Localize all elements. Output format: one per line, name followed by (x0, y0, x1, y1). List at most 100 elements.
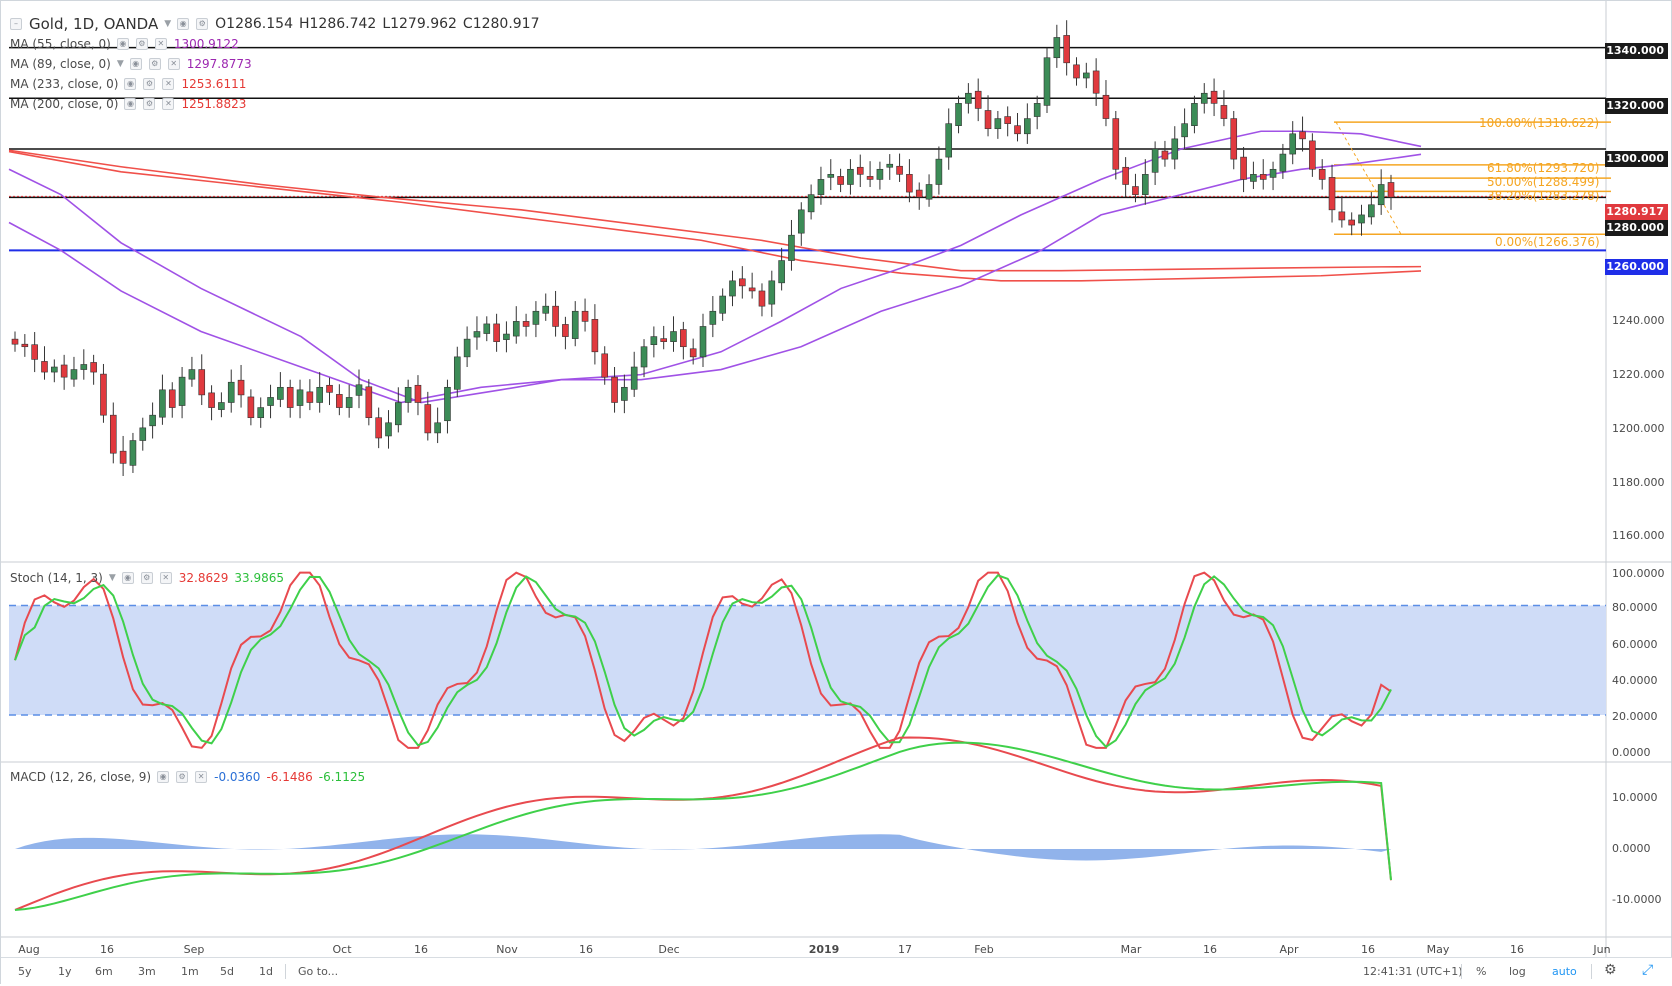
macd-hist-value: -0.0360 (214, 770, 261, 784)
chevron-down-icon[interactable]: ▼ (116, 59, 124, 69)
candle-body (1014, 125, 1021, 135)
level-1320-badge: 1320.000 (1605, 98, 1668, 114)
settings-icon[interactable]: ⚙ (143, 78, 156, 90)
goto-button[interactable]: Go to... (298, 965, 339, 978)
candle-body (847, 168, 854, 185)
timeframe-1y-button[interactable]: 1y (58, 965, 72, 978)
date-axis-label: 16 (1203, 943, 1217, 956)
auto-toggle[interactable]: auto (1552, 965, 1577, 978)
eye-icon[interactable]: ◉ (121, 572, 134, 584)
candle-body (650, 336, 658, 346)
settings-icon[interactable]: ⚙ (176, 771, 189, 783)
eye-icon[interactable]: ◉ (157, 771, 170, 783)
price-axis-label: 1240.000 (1612, 314, 1665, 327)
chevron-down-icon[interactable]: ▼ (108, 573, 116, 583)
candle-body (571, 310, 579, 339)
timeframe-5y-button[interactable]: 5y (18, 965, 32, 978)
timeframe-6m-button[interactable]: 6m (95, 965, 113, 978)
candle-body (621, 386, 628, 401)
symbol-label: Gold, 1D, OANDA (29, 15, 159, 33)
ohlc-close: C1280.917 (462, 16, 540, 32)
ma200-line (8, 150, 1422, 282)
ma55-legend[interactable]: MA (55, close, 0) ◉ ⚙ ✕ 1300.9122 (10, 37, 239, 51)
settings-icon[interactable]: ⚙ (148, 58, 161, 70)
close-icon[interactable]: ✕ (195, 771, 208, 783)
date-axis-label: Nov (496, 943, 518, 956)
ma55-value: 1300.9122 (173, 37, 239, 51)
percent-toggle[interactable]: % (1476, 965, 1487, 978)
date-axis-label: Dec (658, 943, 680, 956)
eye-icon[interactable]: ◉ (124, 78, 137, 90)
toolbar-divider (1591, 964, 1592, 979)
eye-icon[interactable]: ◉ (116, 38, 129, 50)
candle-body (247, 396, 255, 419)
candle-body (463, 338, 471, 358)
candle-body (1210, 90, 1218, 104)
candle-body (739, 278, 746, 287)
candle-body (1083, 72, 1090, 79)
candle-body (1230, 118, 1238, 160)
stoch-axis-label: 60.0000 (1612, 638, 1658, 651)
settings-icon[interactable]: ⚙ (140, 572, 153, 584)
eye-icon[interactable]: ◉ (129, 58, 142, 70)
close-icon[interactable]: ✕ (167, 58, 180, 70)
candle-body (778, 260, 785, 284)
chevron-down-icon[interactable]: ▼ (164, 19, 172, 29)
settings-icon[interactable]: ⚙ (196, 18, 209, 30)
close-icon[interactable]: ✕ (159, 572, 172, 584)
price-axis-label: 1160.000 (1612, 529, 1665, 542)
collapse-icon[interactable]: – (10, 18, 22, 30)
candle-body (955, 103, 962, 126)
close-icon[interactable]: ✕ (162, 78, 175, 90)
timeframe-1m-button[interactable]: 1m (181, 965, 199, 978)
close-icon[interactable]: ✕ (162, 98, 175, 110)
candle-body (1328, 177, 1336, 211)
eye-icon[interactable]: ◉ (177, 18, 190, 30)
macd-histogram (15, 834, 1391, 861)
date-axis-label: 16 (414, 943, 428, 956)
candle-body (404, 386, 412, 403)
close-icon[interactable]: ✕ (154, 38, 167, 50)
date-axis-label: May (1426, 943, 1450, 956)
clock-display[interactable]: 12:41:31 (UTC+1) (1363, 965, 1463, 978)
candle-body (355, 384, 363, 396)
ma233-legend[interactable]: MA (233, close, 0) ◉ ⚙ ✕ 1253.6111 (10, 77, 246, 91)
stoch-k-value: 32.8629 (178, 571, 229, 585)
candle-body (758, 290, 766, 307)
gear-icon[interactable]: ⚙ (1604, 962, 1617, 978)
toolbar-divider (285, 964, 286, 979)
candle-body (817, 179, 825, 195)
candle-body (336, 394, 343, 408)
ma89-legend[interactable]: MA (89, close, 0) ▼ ◉ ⚙ ✕ 1297.8773 (10, 57, 252, 71)
settings-icon[interactable]: ⚙ (135, 38, 148, 50)
price-axis-label: 1180.000 (1612, 476, 1665, 489)
log-toggle[interactable]: log (1509, 965, 1526, 978)
candle-body (424, 404, 432, 434)
macd-legend[interactable]: MACD (12, 26, close, 9) ◉ ⚙ ✕ -0.0360 -6.1… (10, 770, 365, 784)
candle-body (218, 402, 225, 410)
settings-icon[interactable]: ⚙ (143, 98, 156, 110)
ma200-legend[interactable]: MA (200, close, 0) ◉ ⚙ ✕ 1251.8823 (10, 97, 246, 111)
date-axis-label: 16 (579, 943, 593, 956)
stoch-legend[interactable]: Stoch (14, 1, 3) ▼ ◉ ⚙ ✕ 32.8629 33.9865 (10, 571, 284, 585)
candle-body (1250, 174, 1257, 182)
candle-body (827, 174, 835, 178)
candle-body (60, 364, 68, 378)
macd-axis-label: -10.0000 (1612, 893, 1662, 906)
candle-body (748, 287, 756, 292)
eye-icon[interactable]: ◉ (124, 98, 137, 110)
timeframe-1d-button[interactable]: 1d (259, 965, 273, 978)
candle-body (1004, 116, 1011, 124)
candle-body (1092, 70, 1100, 94)
date-axis-label: Apr (1279, 943, 1299, 956)
candle-body (1387, 182, 1395, 198)
timeframe-5d-button[interactable]: 5d (220, 965, 234, 978)
candle-body (1132, 186, 1139, 195)
candle-body (306, 391, 314, 403)
ohlc-high: H1286.742 (298, 16, 377, 32)
candle-body (326, 384, 333, 393)
fullscreen-icon[interactable]: ⤢ (1642, 962, 1654, 978)
symbol-legend[interactable]: – Gold, 1D, OANDA ▼ ◉ ⚙ O1286.154 H1286.… (10, 15, 540, 33)
timeframe-3m-button[interactable]: 3m (138, 965, 156, 978)
